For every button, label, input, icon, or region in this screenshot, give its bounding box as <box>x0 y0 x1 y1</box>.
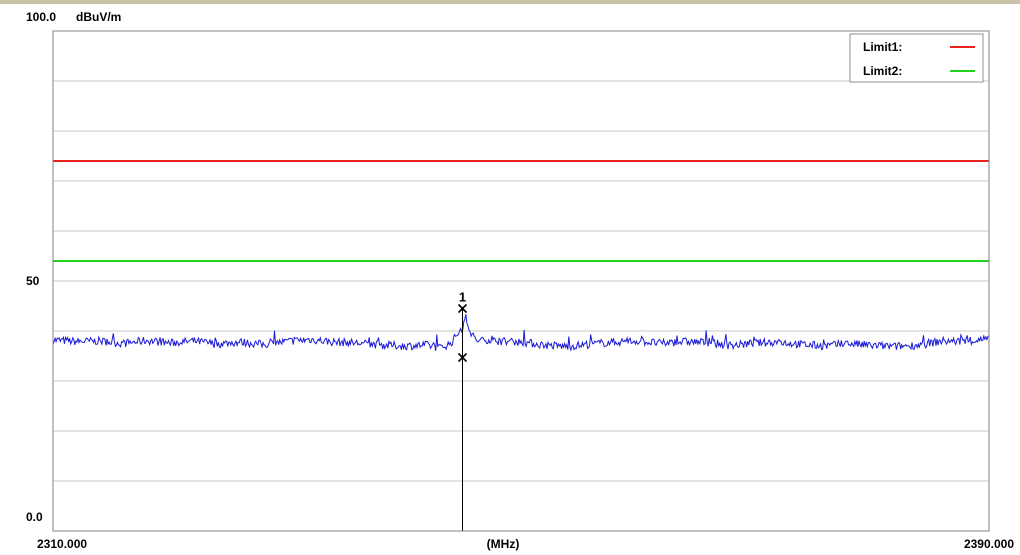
markers: 1 <box>457 290 468 531</box>
plot-border <box>52 30 990 532</box>
trace-line <box>52 314 990 352</box>
trace-series <box>52 314 990 352</box>
limit-lines <box>53 160 989 262</box>
legend-label: Limit2: <box>863 64 902 78</box>
y-tick-labels: 100.0 50 0.0 <box>26 10 56 524</box>
grid-lines <box>53 80 989 482</box>
legend: Limit1: Limit2: <box>849 33 984 83</box>
x-tick-labels: 2310.000 2390.000 <box>37 537 1014 551</box>
y-tick-label: 50 <box>26 274 40 288</box>
marker-average-point <box>457 352 468 363</box>
legend-box <box>849 33 984 83</box>
y-axis-unit-label: dBuV/m <box>76 10 121 24</box>
x-tick-label: 2390.000 <box>964 537 1014 551</box>
marker-label: 1 <box>459 290 466 305</box>
window-top-border <box>0 0 1020 4</box>
x-tick-label: 2310.000 <box>37 537 87 551</box>
marker-peak-point <box>457 303 468 314</box>
y-tick-label: 100.0 <box>26 10 56 24</box>
x-axis-label: (MHz) <box>487 537 520 551</box>
y-tick-label: 0.0 <box>26 510 43 524</box>
legend-label: Limit1: <box>863 40 902 54</box>
